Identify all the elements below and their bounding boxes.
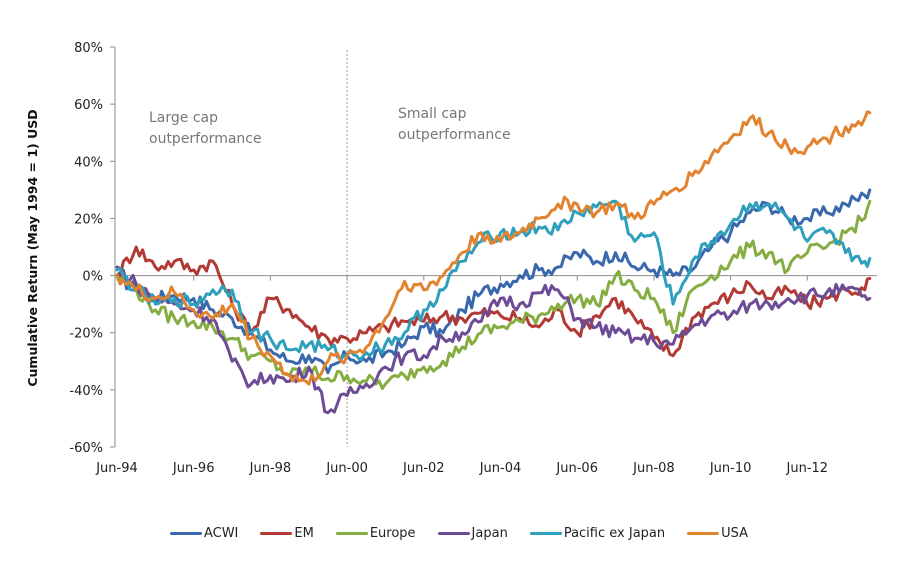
x-tick-label: Jun-06	[555, 461, 598, 476]
y-tick-label: 0%	[82, 270, 103, 285]
annotation-large-cap-line2: outperformance	[149, 131, 262, 147]
legend-item-acwi[interactable]: ACWI	[169, 526, 239, 541]
annotation-large-cap-line1: Large cap	[149, 110, 218, 126]
annotation-small-cap-line1: Small cap	[398, 106, 467, 122]
x-tick-label: Jun-08	[632, 461, 675, 476]
legend-label: EM	[294, 526, 314, 541]
y-tick-label: -20%	[69, 327, 103, 342]
legend-swatch-acwi	[169, 532, 202, 535]
y-axis-title: Cumulative Return (May 1994 = 1) USD	[25, 109, 40, 386]
series-line-japan	[115, 265, 872, 415]
line-chart: -60%-40%-20%0%20%40%60%80% Jun-94 Jun-96 J…	[25, 41, 877, 476]
y-tick-label: 60%	[74, 98, 103, 113]
legend-swatch-japan	[437, 532, 470, 535]
legend-item-europe[interactable]: Europe	[335, 526, 416, 541]
legend-item-usa[interactable]: USA	[687, 526, 748, 541]
x-tick-label: Jun-02	[402, 461, 445, 476]
y-tick-label: 80%	[74, 41, 103, 56]
series-line-europe	[115, 199, 872, 390]
series-line-usa	[115, 110, 872, 386]
x-tick-label: Jun-94	[95, 461, 138, 476]
legend-label: Japan	[471, 526, 508, 541]
y-axis: -60% -40% -20% 0% 20% 40% 60% 80%	[69, 41, 116, 456]
legend-swatch-usa	[687, 532, 720, 535]
legend: ACWI EM Europe Japan Pacific ex Japan US…	[0, 526, 918, 541]
x-tick-label: Jun-98	[249, 461, 292, 476]
legend-swatch-pacific-ex-japan	[529, 532, 562, 535]
y-tick-label: -60%	[69, 441, 103, 456]
y-tick-label: -40%	[69, 384, 103, 399]
series-line-acwi	[115, 188, 872, 375]
legend-item-pacific-ex-japan[interactable]: Pacific ex Japan	[529, 526, 666, 541]
legend-label: ACWI	[203, 526, 239, 541]
y-tick-label: 40%	[74, 155, 103, 170]
annotation-small-cap-line2: outperformance	[398, 127, 511, 143]
x-tick-label: Jun-04	[479, 461, 522, 476]
x-tick-label: Jun-12	[786, 461, 829, 476]
legend-label: USA	[721, 526, 749, 541]
legend-swatch-europe	[335, 532, 368, 535]
series-group	[115, 110, 872, 415]
legend-item-em[interactable]: EM	[260, 526, 314, 541]
legend-swatch-em	[260, 532, 293, 535]
y-tick-label: 20%	[74, 212, 103, 227]
legend-label: Pacific ex Japan	[563, 526, 666, 541]
annotations: Large cap outperformance Small cap outpe…	[149, 106, 511, 147]
x-axis: Jun-94 Jun-96 Jun-98 Jun-00 Jun-02 Jun-04 Jun-…	[95, 50, 877, 476]
x-tick-label: Jun-10	[709, 461, 752, 476]
legend-label: Europe	[369, 526, 416, 541]
legend-item-japan[interactable]: Japan	[437, 526, 508, 541]
x-tick-label: Jun-00	[325, 461, 368, 476]
series-line-pacific-ex-japan	[115, 199, 872, 362]
x-tick-label: Jun-96	[172, 461, 215, 476]
